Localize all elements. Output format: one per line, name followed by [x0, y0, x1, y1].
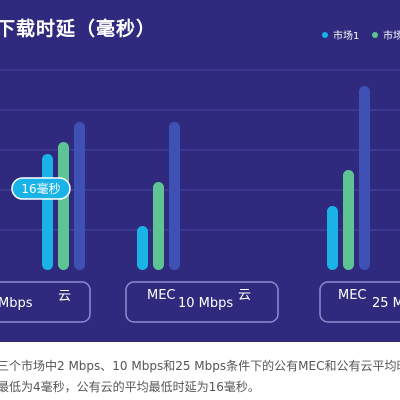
legend-label-market2: 市场2: [383, 31, 400, 42]
caption-line-1: 三个市场中2 Mbps、10 Mbps和25 Mbps条件下的公有MEC和公有云…: [0, 359, 400, 373]
caption-line-2: 最低为4毫秒，公有云的平均最低时延为16毫秒。: [0, 380, 260, 394]
chart-title: 下载时延（毫秒）: [0, 18, 157, 40]
bar-group2-series1: [137, 226, 148, 270]
group1-bandwidth-label: Mbps: [0, 296, 33, 311]
bar-group1-series1: [42, 154, 53, 270]
legend-label-market1: 市场1: [333, 31, 360, 42]
group-box-3: [319, 281, 400, 323]
group1-cloud-label: 云: [58, 289, 71, 304]
bar-group3-series1: [327, 206, 338, 270]
bar-group2-series2: [153, 182, 164, 270]
group2-bandwidth-label: 10 Mbps: [178, 296, 233, 311]
legend-swatch-market2: [372, 31, 378, 38]
group3-bandwidth-label: 25 Mbps: [372, 296, 400, 311]
legend-swatch-market1: [322, 31, 328, 38]
legend-item-market1: 市场1: [322, 27, 359, 42]
group-box-1: [0, 281, 91, 323]
group-box-2: [125, 281, 279, 323]
bar-group3-series3: [359, 86, 370, 270]
bar-group1-series3: [74, 122, 85, 270]
bar-group1-series2: [58, 142, 69, 270]
group3-mec-label: MEC: [338, 288, 367, 303]
bar-group3-series2: [343, 170, 354, 270]
annotation-callout: [11, 177, 71, 200]
figure-caption: 三个市场中2 Mbps、10 Mbps和25 Mbps条件下的公有MEC和公有云…: [0, 356, 400, 398]
legend-item-market2: 市场2: [372, 27, 400, 42]
group2-mec-label: MEC: [147, 288, 176, 303]
bar-group2-series3: [169, 122, 180, 270]
annotation-label: 16毫秒: [21, 181, 60, 196]
group2-cloud-label: 云: [238, 288, 251, 303]
